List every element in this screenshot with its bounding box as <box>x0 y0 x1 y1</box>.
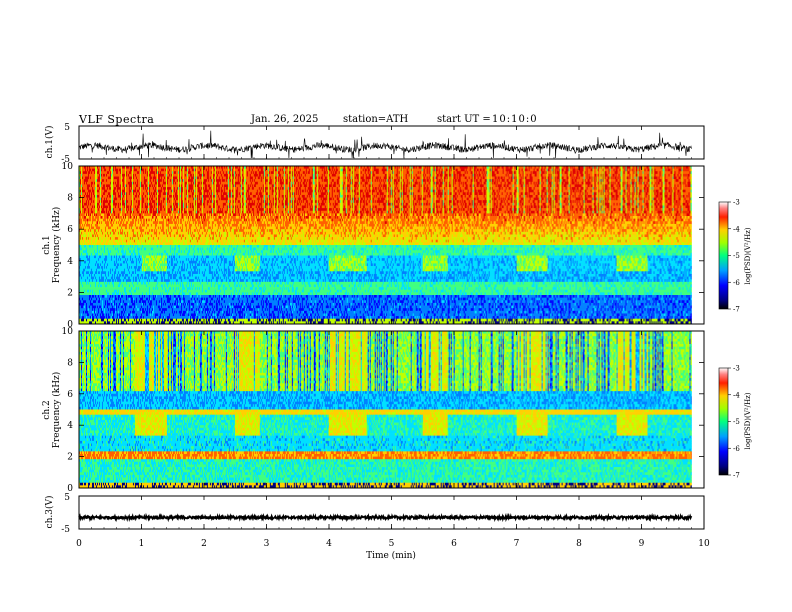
ch1-spectrogram-image <box>79 166 704 324</box>
spectrogram-blank <box>692 166 705 324</box>
ch1-ytick-top: 5 <box>64 123 70 133</box>
ch1-waveform-ylabel: ch.1(V) <box>44 126 55 159</box>
spectrogram-cell <box>691 169 692 172</box>
ch1-waveform-panel: 5 -5 ch.1(V) <box>44 123 704 165</box>
